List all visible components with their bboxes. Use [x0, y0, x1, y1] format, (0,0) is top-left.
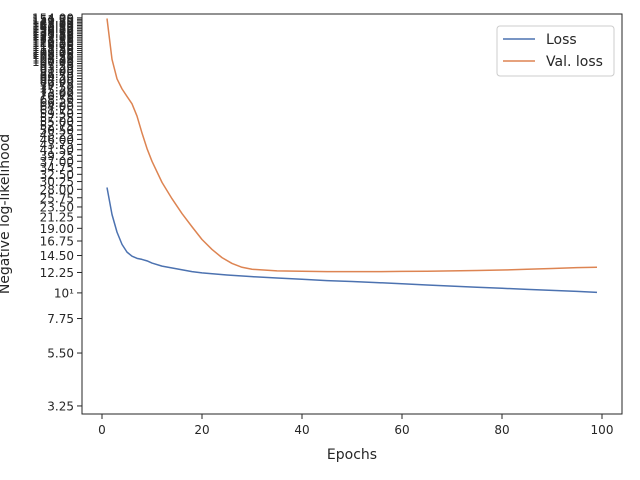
y-tick-label: 95.50: [40, 59, 74, 73]
y-tick-label: 41.50: [40, 143, 74, 157]
y-tick-label: 14.50: [40, 249, 74, 263]
y-tick-label: 68.50: [40, 93, 74, 107]
y-tick-label: 136.00: [32, 24, 74, 38]
y-tick-label: 25.75: [40, 191, 74, 205]
y-tick-label: 124.75: [32, 33, 74, 47]
plot-frame: [81, 13, 623, 415]
y-tick-label: 115.75: [32, 40, 74, 54]
y-tick-label: 118.00: [32, 38, 74, 52]
y-tick-label: 113.50: [32, 42, 74, 56]
y-tick-label: 102.25: [32, 53, 74, 67]
series-line-loss: [106, 187, 598, 294]
x-tick-label: 100: [591, 423, 614, 437]
y-tick-label: 154.00: [32, 11, 74, 25]
y-tick-label: 16.75: [40, 235, 74, 249]
y-tick-label: 122.50: [32, 34, 74, 48]
x-tick-label: 0: [98, 423, 106, 437]
y-tick-label: 111.25: [32, 44, 74, 58]
series-lines: [106, 18, 598, 294]
y-tick-label: 75.25: [40, 83, 74, 97]
y-tick-label: 138.25: [32, 22, 74, 36]
x-tick-label: 20: [194, 423, 209, 437]
y-tick-label: 88.75: [40, 67, 74, 81]
legend: Loss Val. loss: [496, 25, 615, 77]
x-tick-label: 80: [494, 423, 509, 437]
y-tick-label: 39.25: [40, 149, 74, 163]
y-tick-label: 109.00: [32, 46, 74, 60]
legend-label-loss: Loss: [546, 32, 577, 48]
series-line-val-loss: [106, 18, 598, 273]
y-tick-label: 43.75: [40, 138, 74, 152]
y-axis-ticks: 3.25 5.50 7.75 10¹ 12.25 14.5016.7519.0021.25…: [32, 11, 82, 413]
y-tick-label: 3.25: [47, 399, 74, 413]
y-tick-label: 129.25: [32, 29, 74, 43]
y-tick-label: 64.00: [40, 100, 74, 114]
y-tick-label: 149.50: [32, 14, 74, 28]
y-tick-label: 57.25: [40, 111, 74, 125]
y-tick-label: 86.50: [40, 69, 74, 83]
y-tick-label: 151.75: [32, 13, 74, 27]
y-tick-label: 142.75: [32, 19, 74, 33]
y-tick-label: 82.00: [40, 75, 74, 89]
y-tick-label: 48.25: [40, 128, 74, 142]
y-tick-label: 32.50: [40, 168, 74, 182]
y-tick-label: 131.50: [32, 27, 74, 41]
y-tick-label: 28.00: [40, 183, 74, 197]
x-axis-label: Epochs: [327, 447, 377, 463]
y-tick-label: 93.25: [40, 62, 74, 76]
y-tick-label: 66.25: [40, 96, 74, 110]
y-tick-label: 55.00: [40, 115, 74, 129]
y-tick-label: 30.25: [40, 175, 74, 189]
x-axis-ticks: 0 20 40 60 80 100: [98, 414, 613, 437]
y-tick-label: 97.75: [40, 57, 74, 71]
y-tick-label: 37.00: [40, 155, 74, 169]
y-tick-label: 106.75: [32, 48, 74, 62]
y-tick-label: 100.00: [32, 55, 74, 69]
y-tick-label: 23.50: [40, 200, 74, 214]
y-tick-label: 147.25: [32, 16, 74, 30]
y-tick-label: 84.25: [40, 72, 74, 86]
x-tick-label: 60: [394, 423, 409, 437]
y-tick-label: 10¹: [54, 286, 74, 300]
y-tick-label: 70.75: [40, 90, 74, 104]
y-tick-label: 120.25: [32, 36, 74, 50]
y-tick-label: 50.50: [40, 123, 74, 137]
y-tick-label: 140.50: [32, 21, 74, 35]
y-tick-label: 61.75: [40, 103, 74, 117]
y-tick-label: 12.25: [40, 266, 74, 280]
y-tick-label: 52.75: [40, 119, 74, 133]
y-tick-label: 5.50: [47, 347, 74, 361]
y-tick-label: 77.50: [40, 80, 74, 94]
y-tick-label: 133.75: [32, 26, 74, 40]
y-tick-label: 19.00: [40, 222, 74, 236]
x-tick-label: 40: [294, 423, 309, 437]
y-tick-label: 145.00: [32, 17, 74, 31]
y-tick-label: 59.50: [40, 107, 74, 121]
y-tick-label: 73.00: [40, 86, 74, 100]
y-tick-label: 104.50: [32, 50, 74, 64]
y-tick-label: 7.75: [47, 312, 74, 326]
y-axis-label: Negative log-likelihood: [0, 134, 13, 294]
y-tick-label: 91.00: [40, 64, 74, 78]
y-tick-label: 21.25: [40, 211, 74, 225]
y-tick-label: 34.75: [40, 161, 74, 175]
y-tick-label: 46.00: [40, 133, 74, 147]
legend-label-val-loss: Val. loss: [546, 54, 603, 70]
y-tick-label: 79.75: [40, 78, 74, 92]
y-tick-label: 127.00: [32, 31, 74, 45]
